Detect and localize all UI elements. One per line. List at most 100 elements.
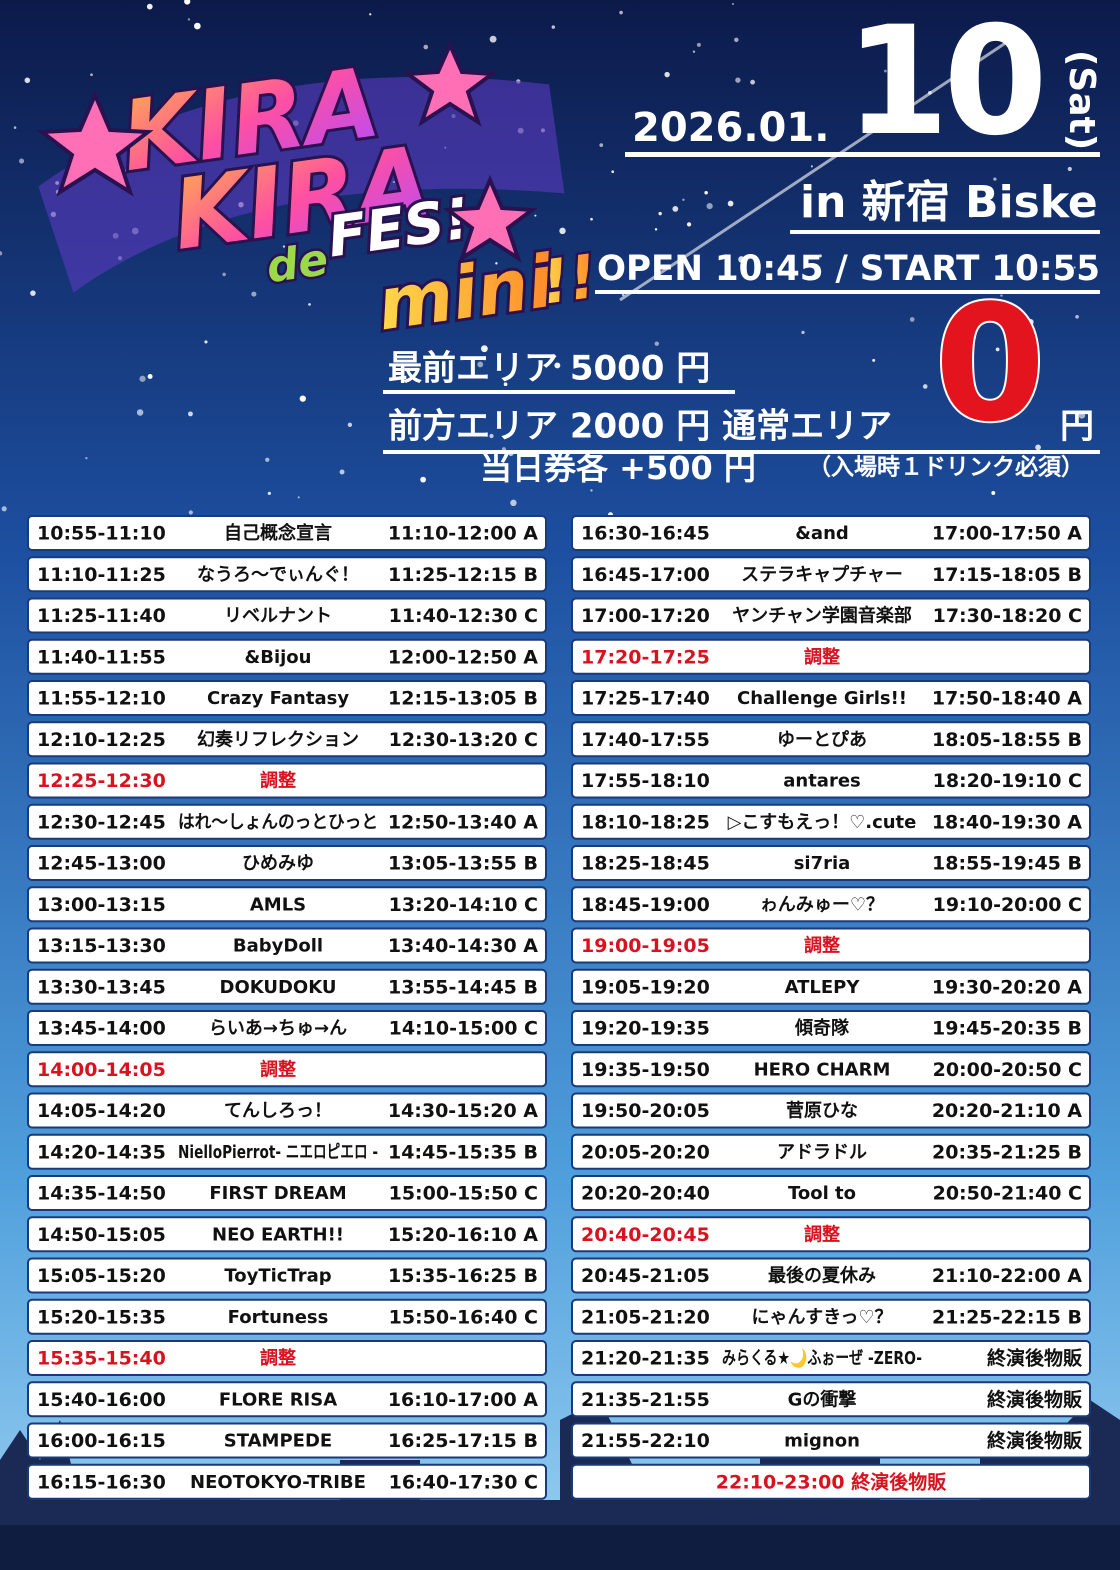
star-dot bbox=[686, 222, 692, 227]
schedule-row bbox=[571, 597, 1091, 634]
row-artist: 菅原ひな bbox=[786, 1100, 858, 1122]
row-slot: 終演後物販 bbox=[987, 1429, 1083, 1452]
schedule-row bbox=[27, 1257, 547, 1294]
row-time: 17:55-18:10 bbox=[581, 770, 710, 792]
row-time: 16:00-16:15 bbox=[37, 1430, 166, 1452]
row-artist: BabyDoll bbox=[233, 936, 323, 957]
star-dot bbox=[727, 200, 734, 207]
row-slot: 21:25-22:15 B bbox=[932, 1306, 1082, 1328]
schedule-row bbox=[27, 1298, 547, 1335]
row-artist: STAMPEDE bbox=[224, 1431, 332, 1452]
row-artist: 調整 bbox=[804, 646, 840, 668]
star-dot bbox=[995, 347, 1000, 352]
row-artist: 幻奏リフレクション bbox=[197, 728, 359, 750]
row-slot: 18:55-19:45 B bbox=[932, 853, 1082, 875]
row-time: 17:20-17:25 bbox=[581, 646, 710, 668]
row-artist: 調整 bbox=[260, 770, 296, 792]
star-dot bbox=[664, 71, 670, 78]
row-time: 12:45-13:00 bbox=[37, 853, 166, 875]
row-time: 18:45-19:00 bbox=[581, 894, 710, 916]
star-dot bbox=[1073, 266, 1076, 269]
row-slot: 15:50-16:40 C bbox=[389, 1306, 538, 1328]
row-artist: ステラキャプチャー bbox=[741, 563, 903, 585]
row-slot: 17:30-18:20 C bbox=[933, 605, 1082, 627]
row-artist: なうろ〜でぃんぐ！ bbox=[197, 564, 359, 585]
star-dot bbox=[507, 284, 515, 291]
row-artist: ATLEPY bbox=[785, 977, 861, 998]
star-dot bbox=[139, 375, 146, 382]
schedule-row bbox=[27, 968, 547, 1005]
row-slot: 16:25-17:15 B bbox=[388, 1430, 538, 1452]
star-dot bbox=[269, 268, 275, 274]
star-dot bbox=[489, 35, 497, 43]
row-artist: Gの衝撃 bbox=[788, 1388, 857, 1410]
row-time: 13:45-14:00 bbox=[37, 1018, 166, 1040]
star-dot bbox=[590, 217, 593, 221]
star-dot bbox=[993, 177, 997, 181]
schedule-row bbox=[27, 1216, 547, 1253]
row-slot: 12:15-13:05 B bbox=[388, 688, 538, 710]
star-dot bbox=[1027, 319, 1034, 325]
schedule-row bbox=[27, 1463, 547, 1500]
star-dot bbox=[619, 10, 623, 15]
row-time: 20:40-20:45 bbox=[581, 1224, 710, 1246]
row-artist: DOKUDOKU bbox=[220, 977, 337, 998]
row-time: 15:20-15:35 bbox=[37, 1306, 166, 1328]
open-start: OPEN 10:45 / START 10:55 bbox=[597, 249, 1100, 289]
schedule-row bbox=[27, 721, 547, 758]
row-time: 13:15-13:30 bbox=[37, 935, 166, 957]
row-slot: 12:00-12:50 A bbox=[388, 646, 538, 668]
star-dot bbox=[90, 73, 93, 77]
star-dot bbox=[267, 491, 271, 495]
row-time: 20:45-21:05 bbox=[581, 1265, 710, 1287]
row-slot: 11:25-12:15 B bbox=[388, 564, 538, 586]
star-dot bbox=[735, 77, 741, 83]
row-time: 16:15-16:30 bbox=[37, 1471, 166, 1493]
row-artist: Tool to bbox=[788, 1183, 856, 1204]
row-time: 14:20-14:35 bbox=[37, 1141, 166, 1163]
row-time: 15:05-15:20 bbox=[37, 1265, 166, 1287]
row-time: 17:00-17:20 bbox=[581, 605, 710, 627]
row-artist: アドラドル bbox=[777, 1142, 867, 1163]
star-icon bbox=[402, 40, 498, 127]
schedule-row bbox=[571, 721, 1091, 758]
date-day: 10 bbox=[845, 0, 1042, 169]
row-time: 14:35-14:50 bbox=[37, 1183, 166, 1205]
row-artist: てんしろっ！ bbox=[224, 1101, 332, 1122]
row-artist: HERO CHARM bbox=[754, 1059, 891, 1080]
row-artist: ヤンチャン学園音楽部 bbox=[732, 605, 912, 627]
row-artist: NEO EARTH!! bbox=[212, 1224, 344, 1245]
schedule-row bbox=[571, 927, 1091, 964]
schedule-row bbox=[571, 1340, 1091, 1376]
row-artist: 調整 bbox=[804, 935, 840, 957]
row-time: 13:00-13:15 bbox=[37, 894, 166, 916]
row-time: 16:30-16:45 bbox=[581, 523, 710, 545]
star-dot bbox=[477, 361, 484, 368]
star-dot bbox=[672, 206, 679, 212]
schedule-row bbox=[571, 515, 1091, 551]
row-artist: FIRST DREAM bbox=[209, 1183, 346, 1204]
star-dot bbox=[299, 395, 306, 402]
star-dot bbox=[731, 2, 735, 6]
star-dot bbox=[489, 433, 494, 439]
star-dot bbox=[19, 158, 25, 164]
star-dot bbox=[495, 284, 498, 287]
star-dot bbox=[297, 496, 300, 499]
row-slot: 20:35-21:25 B bbox=[932, 1141, 1082, 1163]
price-normal: 0 bbox=[934, 270, 1045, 457]
row-slot: 19:30-20:20 A bbox=[932, 976, 1082, 998]
star-dot bbox=[24, 77, 31, 84]
logo-text: !! bbox=[537, 242, 601, 319]
star-dot bbox=[599, 143, 604, 147]
star-dot bbox=[308, 303, 311, 306]
schedule-row bbox=[571, 968, 1091, 1005]
row-artist: Challenge Girls!! bbox=[737, 688, 907, 709]
schedule-row bbox=[571, 1216, 1091, 1253]
row-slot: 16:10-17:00 A bbox=[388, 1389, 538, 1411]
underline bbox=[383, 450, 1100, 454]
row-artist: 調整 bbox=[804, 1223, 840, 1245]
star-dot bbox=[136, 409, 144, 416]
star-dot bbox=[969, 213, 974, 218]
logo: KIRA KIRA de FES! mini !! bbox=[38, 43, 603, 349]
schedule-row bbox=[27, 762, 547, 799]
